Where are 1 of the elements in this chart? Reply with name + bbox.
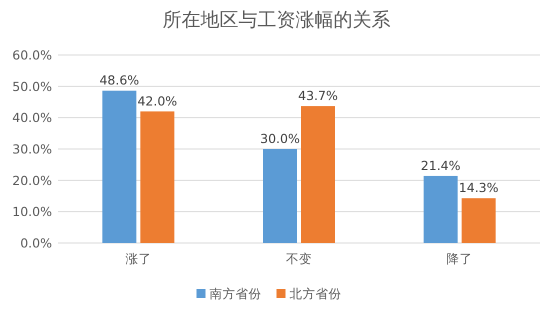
title: 所在地区与工资涨幅的关系	[162, 9, 390, 31]
